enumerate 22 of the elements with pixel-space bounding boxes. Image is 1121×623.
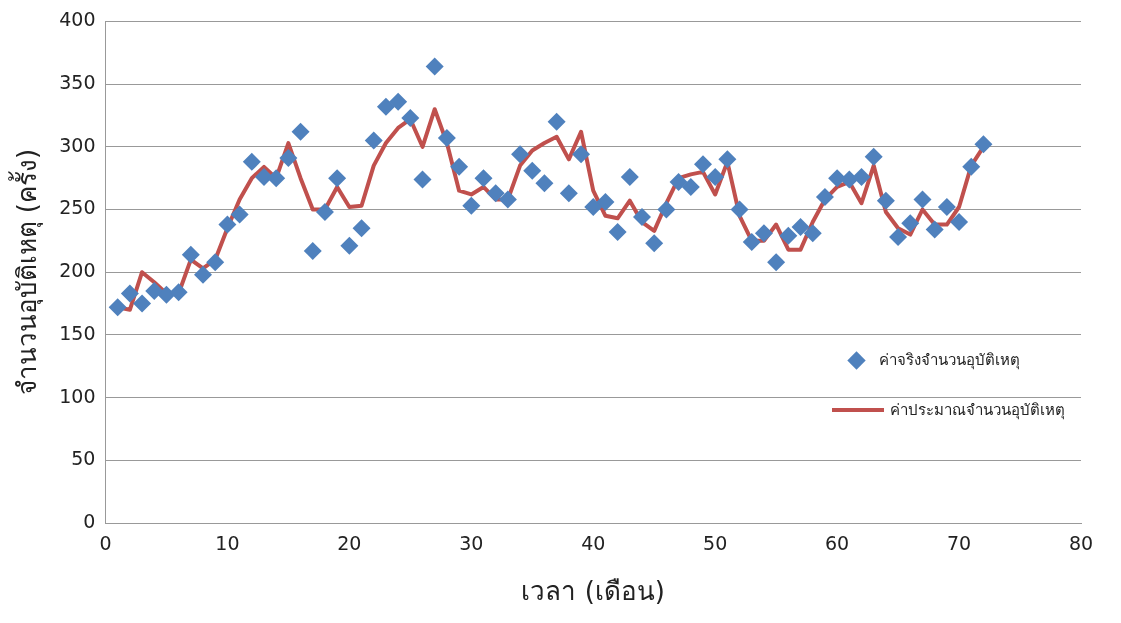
x-tick-label: 70	[946, 532, 972, 555]
x-tick-label: 20	[337, 532, 362, 555]
y-tick-label: 150	[59, 321, 96, 344]
x-tick-label: 40	[581, 532, 606, 555]
x-tick-label: 50	[703, 532, 728, 555]
x-tick-label: 80	[1068, 532, 1094, 555]
legend-label: ค่าประมาณจำนวนอุบัติเหตุ	[890, 400, 1065, 422]
y-tick-label: 300	[59, 133, 96, 156]
y-tick-label: 350	[59, 71, 96, 94]
y-axis-title: จำนวนอุบัติเหตุ (ครั้ง)	[8, 148, 44, 396]
x-tick-label: 10	[215, 532, 240, 555]
x-tick-label: 30	[459, 532, 484, 555]
y-tick-label: 100	[59, 384, 96, 407]
x-axis-title: เวลา (เดือน)	[521, 576, 666, 607]
y-tick-label: 400	[59, 8, 96, 31]
legend-label: ค่าจริงจำนวนอุบัติเหตุ	[879, 350, 1020, 372]
y-tick-label: 50	[71, 447, 96, 470]
y-tick-label: 0	[83, 509, 96, 532]
y-tick-label: 250	[59, 196, 96, 219]
x-tick-label: 60	[825, 532, 850, 555]
y-tick-label: 200	[59, 259, 96, 282]
x-tick-label: 0	[99, 532, 112, 555]
